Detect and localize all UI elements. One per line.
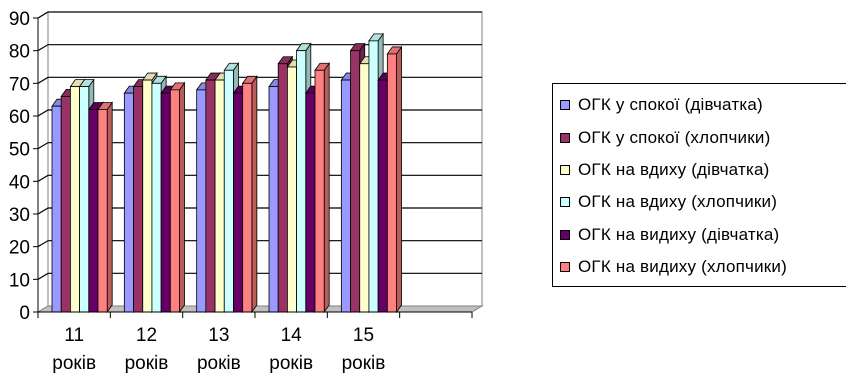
bar <box>340 79 351 313</box>
y-tick-label: 40 <box>9 172 30 193</box>
legend-item: ОГК у спокої (хлопчики) <box>560 121 848 153</box>
plot-side-wall <box>37 11 49 313</box>
x-tick-label: 11 <box>64 325 84 346</box>
bar <box>296 50 307 313</box>
bar <box>160 92 171 313</box>
bar <box>169 89 180 313</box>
y-tick-label: 20 <box>9 238 30 259</box>
x-tick-label: років <box>52 353 96 374</box>
legend-label: ОГК у спокої (хлопчики) <box>578 127 771 147</box>
bar <box>133 86 144 313</box>
bar-side <box>396 45 402 314</box>
legend: ОГК у спокої (дівчатка) ОГК у спокої (хл… <box>552 83 848 287</box>
bar <box>205 79 216 313</box>
bar <box>286 66 297 313</box>
x-tick-label: 15 <box>353 325 374 346</box>
bar <box>377 79 388 313</box>
gridline <box>37 174 482 182</box>
gridline <box>37 207 482 215</box>
x-tick-label: 12 <box>136 325 157 346</box>
x-tick-label: 14 <box>281 325 303 346</box>
bar <box>214 79 225 313</box>
bar <box>386 53 397 313</box>
bar <box>51 105 62 313</box>
legend-label: ОГК на вдиху (хлопчики) <box>578 192 778 212</box>
gridline <box>37 272 482 280</box>
bar <box>359 63 370 313</box>
bar <box>314 69 325 313</box>
y-tick-label: 90 <box>9 9 30 30</box>
gridline <box>37 109 482 117</box>
bar <box>151 82 162 313</box>
y-tick-label: 30 <box>9 205 30 226</box>
bar <box>97 109 108 313</box>
legend-label: ОГК на вдиху (дівчатка) <box>578 159 770 179</box>
legend-swatch <box>560 262 570 273</box>
y-tick-label: 60 <box>9 107 30 128</box>
bar <box>196 89 207 313</box>
bar <box>123 92 134 313</box>
bar <box>70 86 81 313</box>
legend-item: ОГК у спокої (дівчатка) <box>560 89 848 121</box>
x-tick-label: років <box>197 353 241 374</box>
legend-swatch <box>560 229 570 240</box>
legend-item: ОГК на вдиху (хлопчики) <box>560 186 848 218</box>
x-tick-label: років <box>342 353 386 374</box>
legend-item: ОГК на видиху (хлопчики) <box>560 251 848 283</box>
x-tick-label: років <box>125 353 169 374</box>
legend-swatch <box>560 197 570 208</box>
gridline <box>37 11 482 19</box>
legend-swatch <box>560 164 570 175</box>
x-tick-label: років <box>269 353 313 374</box>
bar <box>233 92 244 313</box>
legend-label: ОГК на видиху (хлопчики) <box>578 257 787 277</box>
legend-swatch <box>560 132 570 143</box>
bar <box>350 50 361 313</box>
gridline <box>37 44 482 52</box>
legend-item: ОГК на вдиху (дівчатка) <box>560 154 848 186</box>
bar <box>223 69 234 313</box>
y-tick-label: 70 <box>9 74 30 95</box>
bar <box>277 63 288 313</box>
bar <box>268 86 279 313</box>
bar <box>79 86 90 313</box>
bar <box>60 96 71 313</box>
bar-side <box>106 101 113 314</box>
bar <box>368 40 379 313</box>
gridline <box>37 240 482 248</box>
bar <box>88 109 99 313</box>
bar <box>242 82 253 313</box>
y-tick-label: 10 <box>9 270 30 291</box>
plot-back-wall <box>47 11 483 307</box>
bar-side <box>179 81 185 314</box>
gridline <box>37 76 482 84</box>
y-tick-label: 80 <box>9 42 30 63</box>
legend-label: ОГК у спокої (дівчатка) <box>578 95 763 115</box>
legend-swatch <box>560 100 570 111</box>
x-tick-label: 13 <box>208 325 229 346</box>
bar-side <box>323 62 330 314</box>
bar <box>305 92 316 313</box>
y-tick-label: 0 <box>19 303 30 324</box>
bar <box>142 79 153 313</box>
y-tick-label: 50 <box>9 140 30 161</box>
bar-side <box>251 75 258 314</box>
gridline <box>37 142 482 150</box>
legend-label: ОГК на видиху (дівчатка) <box>578 224 780 244</box>
legend-item: ОГК на видиху (дівчатка) <box>560 219 848 251</box>
